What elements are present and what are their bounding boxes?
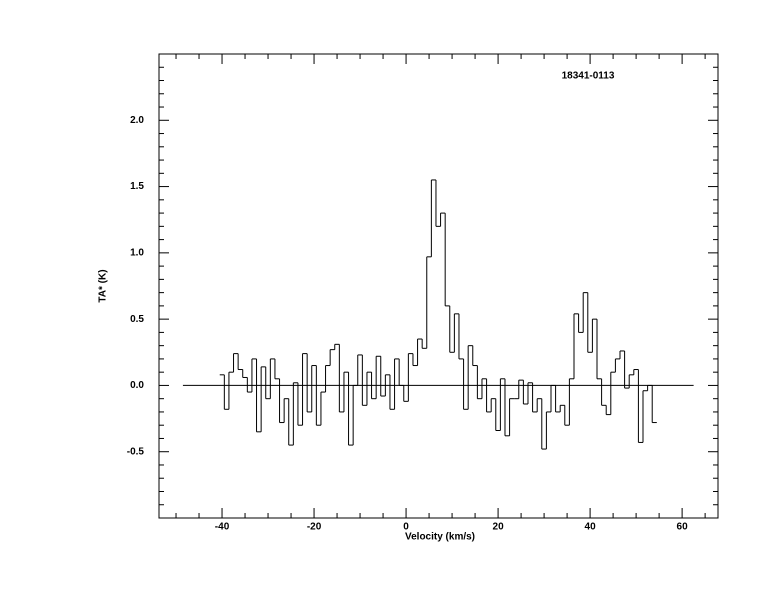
x-axis-label: Velocity (km/s) bbox=[405, 532, 475, 543]
x-tick-label: -40 bbox=[215, 522, 230, 533]
y-tick-label: 2.0 bbox=[130, 115, 144, 126]
y-tick-label: 1.0 bbox=[130, 247, 144, 258]
x-tick-label: 0 bbox=[403, 522, 409, 533]
y-tick-label: 0.0 bbox=[130, 380, 144, 391]
y-tick-label: 0.5 bbox=[130, 314, 144, 325]
y-tick-label: 1.5 bbox=[130, 181, 144, 192]
y-tick-label: -0.5 bbox=[127, 446, 145, 457]
plot-frame bbox=[158, 53, 719, 519]
y-axis-label: TA* (K) bbox=[98, 269, 109, 302]
x-tick-label: 20 bbox=[493, 522, 505, 533]
x-tick-label: -20 bbox=[307, 522, 322, 533]
chart-title: 18341-0113 bbox=[562, 71, 615, 82]
x-tick-label: 60 bbox=[677, 522, 689, 533]
x-tick-label: 40 bbox=[585, 522, 597, 533]
